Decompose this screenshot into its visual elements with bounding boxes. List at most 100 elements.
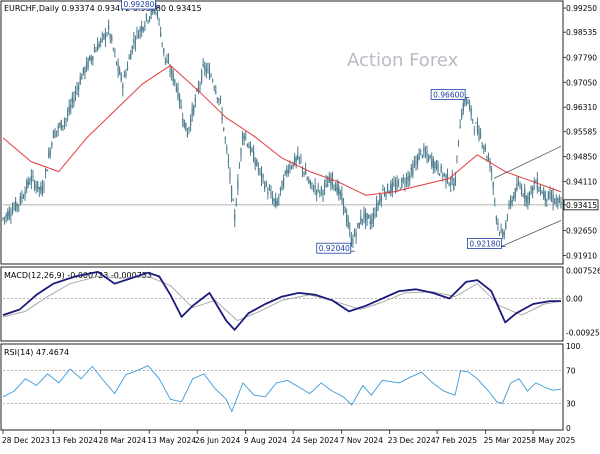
- candle-body: [547, 191, 549, 199]
- candle-body: [115, 61, 118, 65]
- candle-body: [472, 119, 474, 121]
- candle-body: [8, 210, 10, 217]
- candle-body: [38, 187, 40, 190]
- candle-body: [451, 176, 453, 180]
- candle-body: [41, 186, 44, 195]
- candle-body: [114, 52, 116, 54]
- candle-body: [443, 173, 445, 175]
- candle-body: [98, 43, 100, 47]
- candle-body: [487, 157, 490, 160]
- candle-body: [427, 156, 430, 162]
- candle-body: [196, 89, 198, 91]
- candle-body: [525, 196, 527, 203]
- candle-body: [125, 72, 127, 77]
- annotation-box: [467, 238, 502, 249]
- candle-body: [478, 128, 480, 140]
- watermark: Action Forex: [347, 50, 459, 71]
- candle-body: [322, 191, 324, 196]
- candle-body: [342, 198, 345, 208]
- candle-body: [171, 69, 173, 75]
- candle-body: [279, 187, 282, 190]
- x-axis-label: 23 Dec 2024: [388, 436, 436, 445]
- candle-body: [385, 192, 387, 197]
- candle-body: [371, 219, 373, 224]
- candle-body: [73, 98, 75, 103]
- candle-body: [544, 190, 546, 201]
- candle-body: [275, 199, 277, 206]
- price-axis-label: 0.97050: [566, 78, 597, 87]
- candle-body: [377, 203, 379, 205]
- candle-body: [224, 137, 226, 139]
- candle-body: [100, 39, 102, 43]
- candle-body: [382, 189, 384, 191]
- candle-body: [432, 158, 434, 168]
- candle-body: [399, 188, 401, 190]
- candle-body: [380, 195, 382, 201]
- candle-body: [364, 212, 367, 223]
- candle-body: [508, 204, 510, 206]
- candle-body: [49, 149, 51, 155]
- candle-body: [106, 34, 108, 36]
- candle-body: [33, 182, 36, 189]
- candle-body: [117, 64, 119, 71]
- candle-body: [552, 195, 554, 203]
- candle-body: [424, 153, 427, 155]
- candle-body: [188, 127, 190, 130]
- candle-body: [5, 214, 7, 217]
- macd-axis-label: 0.007526: [566, 267, 600, 276]
- rsi-series-layer: [2, 365, 562, 413]
- price-axis-label: 0.95585: [566, 128, 597, 137]
- candle-body: [502, 232, 504, 237]
- macd-axis-label: -0.009252: [566, 329, 600, 338]
- candle-body: [136, 31, 138, 33]
- candle-body: [379, 199, 381, 204]
- candle-body: [341, 193, 343, 200]
- candle-body: [308, 180, 310, 183]
- candle-body: [517, 183, 520, 185]
- candle-body: [270, 191, 272, 196]
- candle-body: [59, 124, 61, 126]
- x-axis-label: 24 Sep 2024: [291, 436, 339, 445]
- candle-body: [500, 229, 502, 232]
- price-axis-label: 0.94850: [566, 152, 597, 161]
- candle-body: [243, 136, 245, 139]
- candle-body: [95, 49, 97, 53]
- candle-body: [109, 34, 111, 38]
- axis-layer: 0.99250 0.98535 0.97790 0.97050 0.96310 0.955…: [2, 4, 600, 445]
- candle-body: [63, 121, 66, 123]
- candle-body: [273, 198, 275, 201]
- candle-body: [253, 151, 255, 162]
- candle-body: [123, 74, 125, 78]
- candle-body: [388, 192, 390, 194]
- candle-body: [232, 200, 234, 201]
- candle-body: [546, 199, 548, 201]
- candle-body: [464, 99, 466, 105]
- candle-body: [158, 19, 160, 21]
- candle-body: [230, 185, 233, 198]
- candle-body: [180, 105, 182, 109]
- candle-body: [394, 184, 397, 190]
- candle-body: [145, 14, 148, 19]
- candle-body: [208, 70, 211, 80]
- rsi-axis-label: 70: [566, 367, 576, 376]
- candle-body: [7, 212, 9, 220]
- candle-body: [357, 223, 359, 225]
- candle-body: [218, 98, 220, 101]
- candle-body: [167, 60, 170, 63]
- candle-body: [303, 172, 305, 175]
- candle-body: [481, 144, 483, 146]
- candle-body: [323, 183, 326, 188]
- candle-body: [92, 56, 94, 61]
- candle-body: [372, 213, 375, 221]
- candle-body: [334, 187, 337, 192]
- candle-body: [465, 98, 468, 101]
- candle-body: [21, 196, 23, 199]
- candle-body: [519, 186, 521, 188]
- candle-body: [268, 189, 270, 191]
- macd-signal-line: [2, 275, 562, 322]
- candle-body: [178, 94, 181, 104]
- x-axis-label: 7 Feb 2025: [435, 436, 477, 445]
- candle-body: [416, 156, 419, 165]
- x-axis-label: 28 Mar 2024: [99, 436, 147, 445]
